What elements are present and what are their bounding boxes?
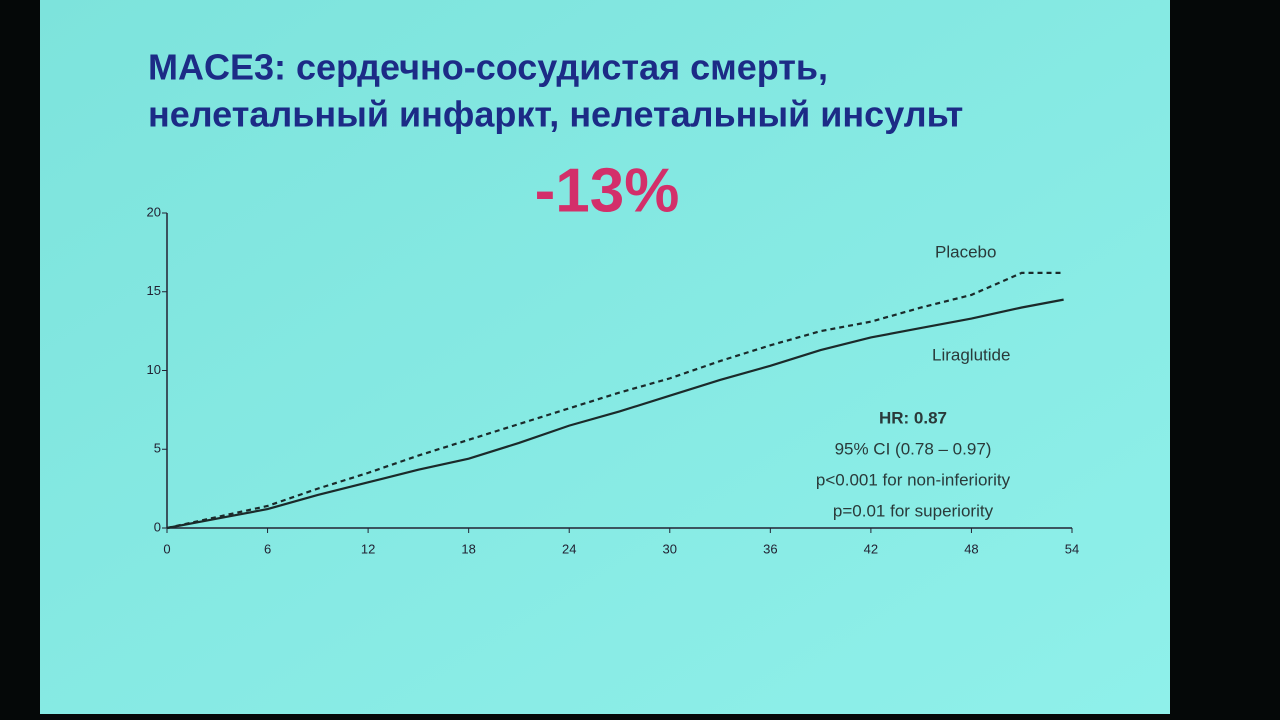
y-tick-label: 10	[147, 362, 161, 377]
x-tick-label: 54	[1065, 541, 1079, 556]
x-tick-label: 0	[163, 541, 170, 556]
x-tick-label: 36	[763, 541, 777, 556]
series-line	[166, 298, 1064, 530]
annotation: p=0.01 for superiority	[833, 501, 994, 520]
x-tick-label: 42	[864, 541, 878, 556]
y-tick-label: 20	[147, 204, 161, 219]
series-line	[166, 271, 1064, 530]
slide	[40, 0, 1170, 714]
title-line: нелетальный инфаркт, нелетальный инсульт	[148, 94, 963, 135]
y-tick-label: 15	[147, 283, 161, 298]
series-label: Placebo	[935, 242, 996, 261]
series-label: Liraglutide	[932, 345, 1010, 364]
annotation: 95% CI (0.78 – 0.97)	[835, 439, 992, 458]
x-tick-label: 6	[264, 541, 271, 556]
y-tick-label: 5	[154, 441, 161, 456]
y-tick-label: 0	[154, 519, 161, 534]
x-tick-label: 12	[361, 541, 375, 556]
annotation: p<0.001 for non-inferiority	[816, 470, 1011, 489]
headline: -13%	[535, 156, 680, 225]
x-tick-label: 18	[461, 541, 475, 556]
annotation: HR: 0.87	[879, 408, 947, 427]
title-line: MACE3: сердечно-сосудистая смерть,	[148, 47, 828, 88]
x-tick-label: 48	[964, 541, 978, 556]
x-tick-label: 30	[663, 541, 677, 556]
x-tick-label: 24	[562, 541, 576, 556]
